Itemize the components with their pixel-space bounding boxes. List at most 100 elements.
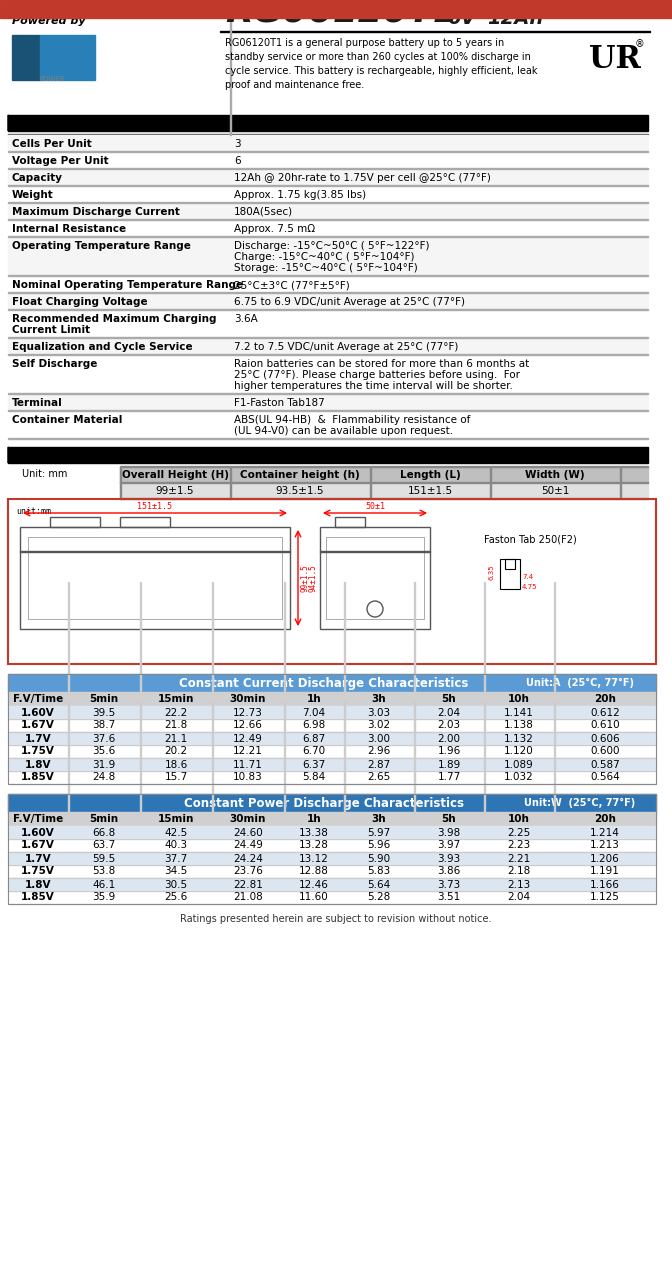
Text: 3.6A: 3.6A xyxy=(234,314,258,324)
Text: 24.49: 24.49 xyxy=(233,841,263,850)
Bar xyxy=(8,204,648,220)
Text: 3.51: 3.51 xyxy=(437,892,460,902)
Text: Nominal Operating Temperature Range: Nominal Operating Temperature Range xyxy=(12,280,243,291)
Text: 6: 6 xyxy=(234,156,241,166)
Text: Powered by: Powered by xyxy=(12,15,85,26)
Text: 0.564: 0.564 xyxy=(590,773,620,782)
Text: 5.90: 5.90 xyxy=(368,854,390,864)
Text: 3.86: 3.86 xyxy=(437,867,460,877)
Text: 1.141: 1.141 xyxy=(504,708,534,718)
Text: 6V: 6V xyxy=(447,9,476,28)
Text: 15min: 15min xyxy=(158,694,194,704)
Text: 6.87: 6.87 xyxy=(302,733,326,744)
Bar xyxy=(505,559,515,570)
Text: 12Ah @ 20hr-rate to 1.75V per cell @25°C (77°F): 12Ah @ 20hr-rate to 1.75V per cell @25°C… xyxy=(234,173,491,183)
Text: 12.66: 12.66 xyxy=(233,721,263,731)
Text: Raion: Raion xyxy=(44,47,92,63)
Text: F.V/Time: F.V/Time xyxy=(13,814,63,824)
Text: ®: ® xyxy=(635,38,644,49)
Text: 1.96: 1.96 xyxy=(437,746,460,756)
Text: 31.9: 31.9 xyxy=(92,759,116,769)
Bar xyxy=(40,35,95,79)
Text: 3.98: 3.98 xyxy=(437,827,460,837)
Text: 7.04: 7.04 xyxy=(302,708,325,718)
Bar xyxy=(8,237,648,276)
Text: 4.75: 4.75 xyxy=(522,584,538,590)
Bar xyxy=(120,467,648,483)
Bar xyxy=(8,794,656,812)
Text: 3.93: 3.93 xyxy=(437,854,460,864)
Bar xyxy=(335,517,365,527)
Text: Unit:A  (25°C, 77°F): Unit:A (25°C, 77°F) xyxy=(526,678,634,689)
Text: Faston Tab 250(F2): Faston Tab 250(F2) xyxy=(484,534,577,544)
Text: 0.587: 0.587 xyxy=(590,759,620,769)
Bar xyxy=(620,467,621,499)
Text: 66.8: 66.8 xyxy=(92,827,116,837)
Text: 0.600: 0.600 xyxy=(590,746,620,756)
Text: Cells Per Unit: Cells Per Unit xyxy=(12,140,92,148)
Text: 50±1: 50±1 xyxy=(365,502,385,511)
Text: 6.98: 6.98 xyxy=(302,721,326,731)
Text: higher temperatures the time interval will be shorter.: higher temperatures the time interval wi… xyxy=(234,381,513,390)
Text: Dimensions :: Dimensions : xyxy=(22,448,112,462)
Bar xyxy=(326,538,424,620)
Bar xyxy=(8,838,656,852)
Text: 99±1.5: 99±1.5 xyxy=(156,486,194,495)
Bar xyxy=(8,771,656,783)
Bar xyxy=(8,758,656,771)
Text: 2.23: 2.23 xyxy=(507,841,531,850)
Bar xyxy=(320,527,430,628)
Polygon shape xyxy=(8,447,16,463)
Text: ABS(UL 94-HB)  &  Flammability resistance of: ABS(UL 94-HB) & Flammability resistance … xyxy=(234,415,470,425)
Text: Maximum Discharge Current: Maximum Discharge Current xyxy=(12,207,180,218)
Text: Terminal: Terminal xyxy=(12,398,62,408)
Text: 12Ah: 12Ah xyxy=(487,9,543,28)
Text: 21.1: 21.1 xyxy=(165,733,187,744)
Text: F.V/Time: F.V/Time xyxy=(13,694,63,704)
Text: 3.03: 3.03 xyxy=(368,708,390,718)
Text: 12.46: 12.46 xyxy=(299,879,329,890)
Bar xyxy=(8,186,648,204)
Text: 0.612: 0.612 xyxy=(590,708,620,718)
Text: Float Charging Voltage: Float Charging Voltage xyxy=(12,297,148,307)
Text: Recommended Maximum Charging: Recommended Maximum Charging xyxy=(12,314,216,324)
Text: 10h: 10h xyxy=(508,694,530,704)
Text: 6.37: 6.37 xyxy=(302,759,326,769)
Text: 7.4: 7.4 xyxy=(522,573,533,580)
Text: Operating Temperature Range: Operating Temperature Range xyxy=(12,241,191,251)
Bar xyxy=(28,538,282,620)
Text: 15.7: 15.7 xyxy=(165,773,187,782)
Bar xyxy=(8,355,648,394)
Text: 7.2 to 7.5 VDC/unit Average at 25°C (77°F): 7.2 to 7.5 VDC/unit Average at 25°C (77°… xyxy=(234,342,458,352)
Text: 15min: 15min xyxy=(158,814,194,824)
Text: 1.8V: 1.8V xyxy=(25,879,51,890)
Text: RG06120T1 is a general purpose battery up to 5 years in
standby service or more : RG06120T1 is a general purpose battery u… xyxy=(225,38,538,90)
Text: 1.89: 1.89 xyxy=(437,759,460,769)
Text: 18.6: 18.6 xyxy=(165,759,187,769)
Bar xyxy=(500,559,520,589)
Text: 25°C±3°C (77°F±5°F): 25°C±3°C (77°F±5°F) xyxy=(234,280,349,291)
Bar xyxy=(120,483,648,499)
Text: 30min: 30min xyxy=(230,694,266,704)
Text: 1.125: 1.125 xyxy=(590,892,620,902)
Text: 5.64: 5.64 xyxy=(368,879,390,890)
Text: 20h: 20h xyxy=(594,814,616,824)
Text: 1.60V: 1.60V xyxy=(21,708,55,718)
Text: 6.75 to 6.9 VDC/unit Average at 25°C (77°F): 6.75 to 6.9 VDC/unit Average at 25°C (77… xyxy=(234,297,465,307)
Text: 1.7V: 1.7V xyxy=(25,854,51,864)
Text: 30min: 30min xyxy=(230,814,266,824)
Text: 35.6: 35.6 xyxy=(92,746,116,756)
Text: 2.04: 2.04 xyxy=(437,708,460,718)
Text: 5min: 5min xyxy=(89,814,118,824)
Bar xyxy=(8,794,656,904)
Bar xyxy=(8,152,648,169)
Text: 13.38: 13.38 xyxy=(299,827,329,837)
Text: Approx. 1.75 kg(3.85 lbs): Approx. 1.75 kg(3.85 lbs) xyxy=(234,189,366,200)
Bar xyxy=(8,220,648,237)
Text: Overall Height (H): Overall Height (H) xyxy=(122,470,228,480)
Bar xyxy=(0,0,672,18)
Text: 2.04: 2.04 xyxy=(507,892,531,902)
Bar xyxy=(8,891,656,904)
Text: Internal Resistance: Internal Resistance xyxy=(12,224,126,234)
Text: 10h: 10h xyxy=(508,814,530,824)
